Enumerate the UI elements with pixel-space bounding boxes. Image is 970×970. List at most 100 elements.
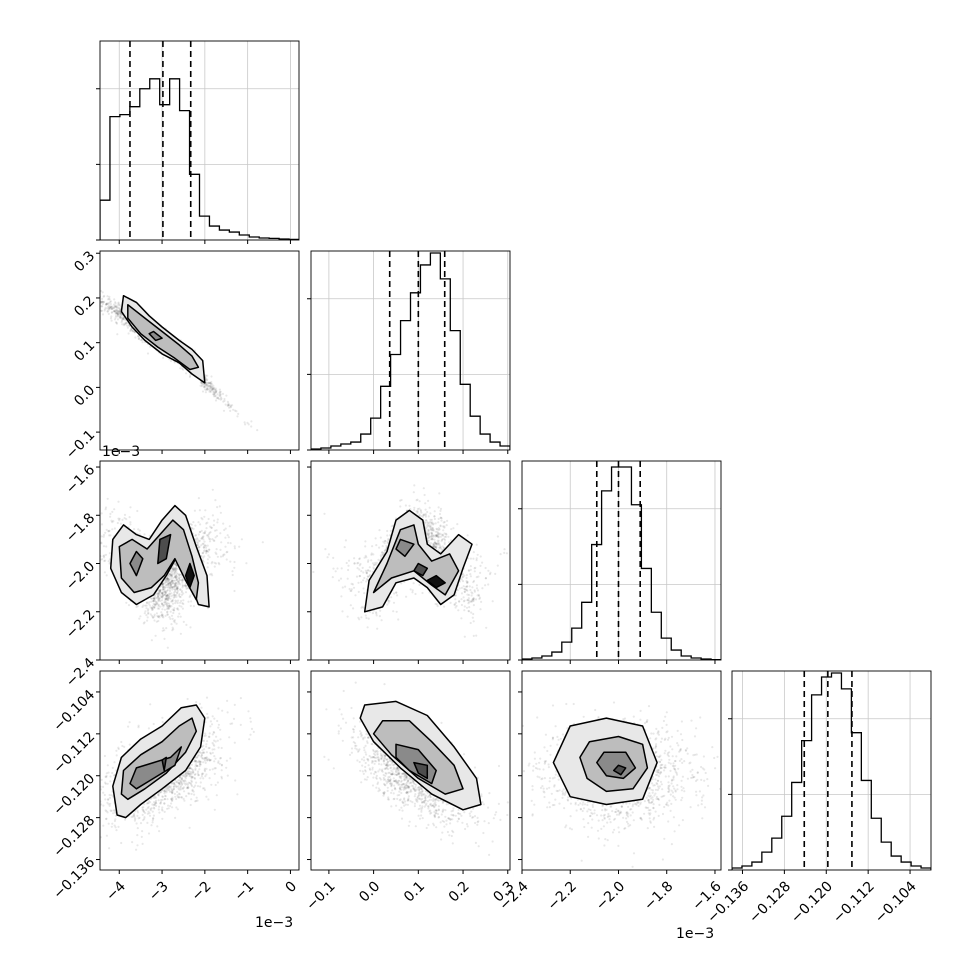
sample-point	[117, 314, 120, 317]
sample-point	[225, 394, 228, 397]
sample-point	[123, 513, 127, 517]
sample-point	[172, 594, 175, 597]
sample-point	[432, 543, 436, 546]
sample-point	[383, 549, 387, 552]
sample-point	[174, 576, 177, 580]
sample-point	[178, 604, 181, 607]
sample-point	[170, 595, 173, 598]
sample-point	[416, 512, 419, 515]
sample-point	[150, 606, 154, 610]
sample-point	[110, 311, 113, 314]
sample-point	[118, 315, 121, 318]
sample-point	[133, 331, 136, 334]
sample-point	[467, 569, 470, 572]
sample-point	[436, 533, 439, 536]
sample-point	[222, 400, 225, 403]
sample-point	[91, 556, 93, 558]
sample-point	[166, 604, 169, 608]
sample-point	[173, 591, 176, 594]
sample-point	[161, 629, 164, 632]
sample-point	[214, 551, 217, 554]
sample-point	[129, 521, 132, 524]
sample-point	[132, 329, 135, 332]
sample-point	[429, 512, 432, 515]
sample-point	[441, 533, 444, 537]
sample-point	[108, 298, 111, 301]
sample-point	[175, 578, 178, 581]
sample-point	[159, 591, 162, 594]
sample-point	[163, 593, 166, 596]
sample-point	[95, 288, 97, 290]
sample-point	[156, 597, 159, 600]
sample-point	[122, 324, 126, 327]
sample-point	[164, 602, 167, 606]
sample-point	[469, 621, 472, 625]
sample-point	[150, 607, 153, 610]
sample-point	[153, 615, 156, 618]
sample-point	[350, 589, 353, 593]
sample-point	[114, 305, 117, 308]
sample-point	[106, 307, 109, 310]
sample-point	[210, 388, 214, 391]
sample-point	[372, 567, 375, 570]
sample-point	[158, 607, 161, 610]
sample-point	[216, 521, 219, 524]
sample-point	[196, 544, 199, 547]
sample-point	[150, 597, 153, 600]
sample-point	[143, 612, 146, 615]
sample-point	[367, 575, 370, 579]
sample-point	[180, 589, 183, 592]
sample-point	[105, 303, 108, 306]
sample-point	[178, 612, 181, 615]
sample-point	[364, 540, 367, 543]
sample-point	[180, 579, 183, 582]
sample-point	[209, 382, 212, 385]
sample-point	[169, 606, 172, 609]
sample-point	[165, 578, 168, 581]
sample-point	[213, 539, 216, 543]
sample-point	[174, 590, 177, 593]
sample-point	[208, 388, 211, 391]
sample-point	[171, 581, 174, 584]
sample-point	[195, 541, 198, 544]
sample-point	[161, 583, 164, 586]
sample-point	[246, 421, 249, 424]
sample-point	[349, 604, 352, 607]
sample-point	[119, 308, 122, 311]
sample-point	[360, 570, 363, 573]
sample-point	[171, 567, 174, 570]
sample-point	[360, 581, 363, 584]
sample-point	[168, 590, 172, 593]
histogram-panel-3	[732, 671, 931, 870]
sample-point	[227, 541, 230, 545]
sample-point	[473, 590, 476, 593]
sample-point	[442, 525, 445, 528]
sample-point	[436, 535, 439, 538]
sample-point	[211, 388, 214, 391]
sample-point	[209, 531, 212, 534]
sample-point	[101, 558, 104, 561]
sample-point	[203, 385, 206, 389]
sample-point	[429, 524, 432, 527]
sample-point	[386, 529, 389, 533]
sample-point	[174, 566, 177, 570]
sample-point	[427, 499, 430, 502]
sample-point	[375, 614, 378, 617]
sample-point	[181, 579, 184, 583]
sample-point	[209, 381, 212, 384]
sample-point	[170, 605, 173, 608]
sample-point	[100, 523, 104, 526]
sample-point	[93, 289, 95, 291]
sample-point	[174, 568, 177, 572]
sample-point	[226, 404, 229, 407]
sample-point	[139, 339, 142, 342]
sample-point	[95, 295, 97, 297]
sample-point	[167, 597, 171, 600]
sample-point	[170, 623, 173, 626]
sample-point	[387, 599, 390, 603]
sample-point	[386, 603, 389, 606]
sample-point	[204, 383, 207, 386]
sample-point	[212, 386, 216, 389]
sample-point	[108, 562, 111, 565]
sample-point	[166, 602, 169, 605]
